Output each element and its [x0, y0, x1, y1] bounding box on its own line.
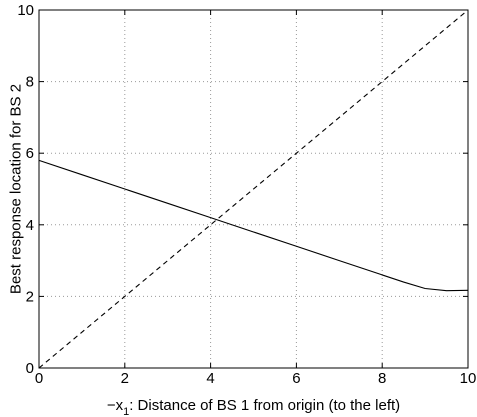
- y-tick-label: 10: [17, 2, 34, 19]
- series-group: [38, 9, 469, 369]
- ticks: 0 2 4 6 8 10 0 2 4 6 8 10: [17, 2, 476, 387]
- x-tick-label: 10: [460, 370, 477, 387]
- y-tick-label: 4: [26, 217, 34, 234]
- y-tick-label: 2: [26, 288, 34, 305]
- y-axis-label: Best response location for BS 2: [8, 84, 25, 294]
- series-line-dashed: [38, 9, 469, 369]
- y-tick-label: 0: [26, 360, 34, 377]
- y-tick-label: 8: [26, 74, 34, 91]
- x-tick-label: 4: [206, 370, 214, 387]
- y-tick-label: 6: [26, 145, 34, 162]
- plot-frame: [38, 9, 469, 369]
- x-tick-label: 8: [378, 370, 386, 387]
- x-tick-label: 6: [292, 370, 300, 387]
- x-axis-label: −x1: Distance of BS 1 from origin (to th…: [107, 397, 400, 417]
- x-tick-label: 2: [121, 370, 129, 387]
- x-tick-label: 0: [35, 370, 43, 387]
- series-line-solid: [38, 159, 469, 292]
